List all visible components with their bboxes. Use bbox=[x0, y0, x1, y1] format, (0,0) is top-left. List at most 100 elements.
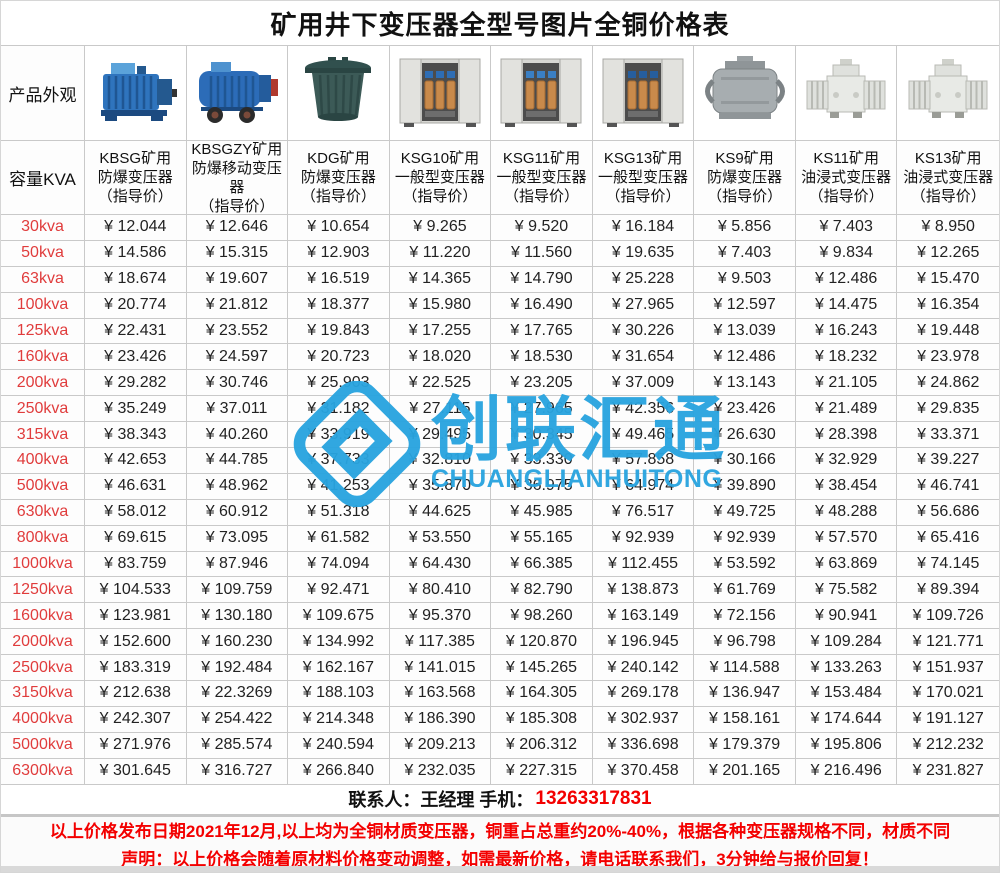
price-cell: ¥ 18.020 bbox=[389, 344, 492, 371]
capacity-cell: 1250kva bbox=[1, 577, 85, 604]
product-photo-kbsgzy bbox=[191, 51, 283, 135]
capacity-cell: 200kva bbox=[1, 370, 85, 397]
price-cell: ¥ 9.520 bbox=[491, 215, 593, 241]
product-image-cell bbox=[795, 46, 898, 141]
price-cell: ¥ 301.645 bbox=[85, 758, 187, 785]
price-cell: ¥ 14.586 bbox=[85, 240, 187, 267]
price-cell: ¥ 13.039 bbox=[694, 318, 796, 345]
price-cell: ¥ 138.873 bbox=[592, 577, 695, 604]
product-photo-ks11 bbox=[800, 51, 892, 135]
price-cell: ¥ 183.319 bbox=[85, 655, 187, 682]
price-cell: ¥ 69.615 bbox=[85, 525, 187, 552]
price-cell: ¥ 134.992 bbox=[288, 629, 390, 656]
price-cell: ¥ 18.530 bbox=[491, 344, 593, 371]
price-cell: ¥ 196.945 bbox=[592, 629, 695, 656]
product-image-cell bbox=[897, 46, 999, 141]
product-name-line: KSG13矿用 bbox=[603, 150, 683, 167]
price-cell: ¥ 145.265 bbox=[491, 655, 593, 682]
capacity-cell: 50kva bbox=[1, 240, 85, 267]
product-name-line: （指导价） bbox=[402, 188, 478, 205]
price-cell: ¥ 240.142 bbox=[592, 655, 695, 682]
price-cell: ¥ 109.759 bbox=[186, 577, 289, 604]
price-cell: ¥ 12.486 bbox=[694, 344, 796, 371]
contact-phone: 13263317831 bbox=[535, 788, 652, 810]
price-cell: ¥ 64.430 bbox=[389, 551, 492, 578]
price-cell: ¥ 19.607 bbox=[186, 266, 289, 293]
price-cell: ¥ 83.759 bbox=[85, 551, 187, 578]
price-cell: ¥ 27.965 bbox=[491, 396, 593, 423]
price-cell: ¥ 22.431 bbox=[85, 318, 187, 345]
price-cell: ¥ 285.574 bbox=[186, 732, 289, 759]
price-cell: ¥ 12.646 bbox=[186, 215, 289, 241]
price-cell: ¥ 14.365 bbox=[389, 266, 492, 293]
price-cell: ¥ 56.686 bbox=[897, 499, 999, 526]
price-cell: ¥ 153.484 bbox=[795, 681, 898, 707]
price-cell: ¥ 16.490 bbox=[491, 292, 593, 319]
price-cell: ¥ 30.226 bbox=[592, 318, 695, 345]
product-name-cell: KBSG矿用 防爆变压器 （指导价） bbox=[85, 141, 187, 215]
product-name-cell: KS9矿用 防爆变压器 （指导价） bbox=[694, 141, 796, 215]
footer-notice: 以上价格发布日期2021年12月,以上均为全铜材质变压器，铜重占总重约20%-4… bbox=[1, 816, 999, 872]
price-cell: ¥ 27.965 bbox=[592, 292, 695, 319]
price-cell: ¥ 66.385 bbox=[491, 551, 593, 578]
notice-line-1: 以上价格发布日期2021年12月,以上均为全铜材质变压器，铜重占总重约20%-4… bbox=[49, 821, 951, 841]
price-cell: ¥ 370.458 bbox=[592, 758, 695, 785]
price-cell: ¥ 18.232 bbox=[795, 344, 898, 371]
price-cell: ¥ 36.975 bbox=[491, 473, 593, 500]
price-cell: ¥ 31.182 bbox=[288, 396, 390, 423]
price-cell: ¥ 29.835 bbox=[897, 396, 999, 423]
product-name-line: 防爆变压器 bbox=[707, 169, 783, 186]
price-cell: ¥ 19.635 bbox=[592, 240, 695, 267]
price-cell: ¥ 11.220 bbox=[389, 240, 492, 267]
price-cell: ¥ 7.403 bbox=[795, 215, 898, 241]
product-name-line: （指导价） bbox=[707, 188, 783, 205]
capacity-cell: 2500kva bbox=[1, 655, 85, 682]
capacity-cell: 2000kva bbox=[1, 629, 85, 656]
product-image-cell bbox=[389, 46, 492, 141]
product-name-line: KBSG矿用 bbox=[99, 150, 172, 167]
price-cell: ¥ 33.330 bbox=[491, 448, 593, 474]
product-name-cell: KSG11矿用 一般型变压器 （指导价） bbox=[491, 141, 593, 215]
price-cell: ¥ 216.496 bbox=[795, 758, 898, 785]
price-cell: ¥ 23.978 bbox=[897, 344, 999, 371]
product-name-cell: KBSGZY矿用 防爆移动变压器 （指导价） bbox=[186, 141, 289, 215]
price-cell: ¥ 60.912 bbox=[186, 499, 289, 526]
price-cell: ¥ 92.939 bbox=[694, 525, 796, 552]
capacity-cell: 400kva bbox=[1, 448, 85, 474]
price-cell: ¥ 195.806 bbox=[795, 732, 898, 759]
price-cell: ¥ 136.947 bbox=[694, 681, 796, 707]
price-cell: ¥ 24.597 bbox=[186, 344, 289, 371]
price-cell: ¥ 53.550 bbox=[389, 525, 492, 552]
price-cell: ¥ 269.178 bbox=[592, 681, 695, 707]
page-title: 矿用井下变压器全型号图片全铜价格表 bbox=[270, 9, 730, 40]
price-cell: ¥ 18.674 bbox=[85, 266, 187, 293]
contact-label: 联系人：王经理 手机： bbox=[348, 790, 534, 811]
price-cell: ¥ 41.253 bbox=[288, 473, 390, 500]
price-cell: ¥ 32.810 bbox=[389, 448, 492, 474]
product-name-line: KS13矿用 bbox=[914, 150, 982, 167]
price-cell: ¥ 12.044 bbox=[85, 215, 187, 241]
price-cell: ¥ 18.377 bbox=[288, 292, 390, 319]
price-cell: ¥ 48.288 bbox=[795, 499, 898, 526]
price-cell: ¥ 22.3269 bbox=[186, 681, 289, 707]
product-name-line: （指导价） bbox=[808, 188, 884, 205]
price-cell: ¥ 141.015 bbox=[389, 655, 492, 682]
price-cell: ¥ 17.765 bbox=[491, 318, 593, 345]
price-cell: ¥ 92.939 bbox=[592, 525, 695, 552]
product-image-cell bbox=[592, 46, 695, 141]
capacity-cell: 1600kva bbox=[1, 603, 85, 630]
price-cell: ¥ 109.284 bbox=[795, 629, 898, 656]
product-name-line: 一般型变压器 bbox=[496, 169, 587, 186]
product-name-line: KSG11矿用 bbox=[502, 150, 581, 167]
price-cell: ¥ 53.592 bbox=[694, 551, 796, 578]
price-cell: ¥ 95.370 bbox=[389, 603, 492, 630]
price-cell: ¥ 21.812 bbox=[186, 292, 289, 319]
capacity-cell: 63kva bbox=[1, 266, 85, 293]
price-cell: ¥ 192.484 bbox=[186, 655, 289, 682]
price-cell: ¥ 42.653 bbox=[85, 448, 187, 474]
product-name-line: （指导价） bbox=[97, 188, 173, 205]
price-cell: ¥ 23.426 bbox=[85, 344, 187, 371]
price-cell: ¥ 32.929 bbox=[795, 448, 898, 474]
price-cell: ¥ 266.840 bbox=[288, 758, 390, 785]
price-cell: ¥ 19.843 bbox=[288, 318, 390, 345]
